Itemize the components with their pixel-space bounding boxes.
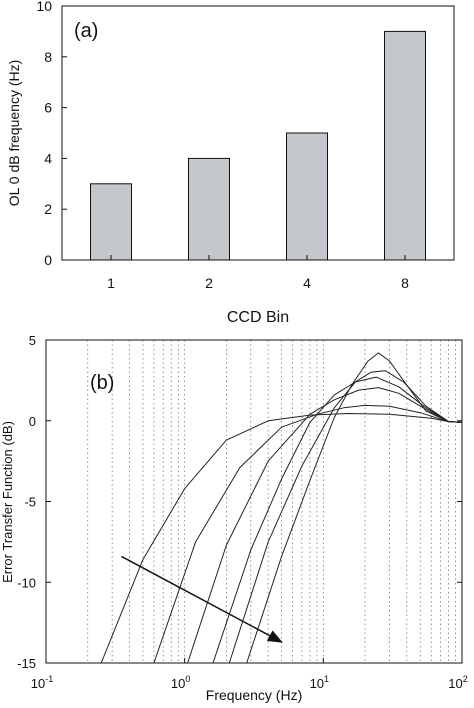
annotation-arrow [121, 555, 283, 643]
series-line [100, 413, 463, 664]
panel-a-x-axis-label: CCD Bin [227, 309, 289, 326]
panel-b: (b) Frequency (Hz) Error Transfer Functi… [0, 333, 468, 703]
y-tick-label: 2 [44, 201, 52, 217]
y-tick-label: 0 [44, 252, 52, 268]
panel-a-label: (a) [74, 20, 98, 42]
series-line [187, 387, 463, 664]
series-line [212, 376, 463, 664]
bar [90, 183, 132, 261]
x-tick-label: 2 [205, 275, 213, 291]
x-tick-label: 8 [401, 275, 409, 291]
y-tick-label: -5 [24, 495, 36, 510]
x-tick-label: 10-1 [31, 674, 53, 691]
series-line [228, 370, 463, 664]
x-tick-label: 1 [107, 275, 115, 291]
panel-b-x-axis-label: Frequency (Hz) [206, 687, 302, 703]
panel-b-y-axis-label: Error Transfer Function (dB) [0, 421, 15, 583]
y-tick-label: 5 [29, 333, 36, 348]
y-tick-label: 10 [36, 0, 52, 14]
series-line [246, 352, 463, 664]
panel-a: (a) CCD Bin OL 0 dB frequency (Hz) 0 2 4 6 8… [6, 0, 455, 326]
x-tick-label: 101 [310, 674, 329, 691]
panel-b-label: (b) [90, 372, 114, 394]
y-tick-label: 0 [29, 414, 36, 429]
y-tick-label: 8 [44, 49, 52, 65]
panel-a-frame [61, 5, 455, 261]
series-line [153, 404, 463, 664]
panel-a-y-axis-label: OL 0 dB frequency (Hz) [6, 60, 22, 207]
y-tick-label: -10 [17, 575, 36, 590]
bar [188, 157, 230, 261]
bar [286, 132, 328, 261]
y-tick-label: 6 [44, 100, 52, 116]
x-tick-label: 102 [448, 674, 467, 691]
x-tick-label: 4 [303, 275, 311, 291]
y-tick-label: 4 [44, 150, 52, 166]
x-tick-label: 100 [171, 674, 190, 691]
y-tick-label: -15 [17, 656, 36, 671]
bar [384, 30, 426, 261]
